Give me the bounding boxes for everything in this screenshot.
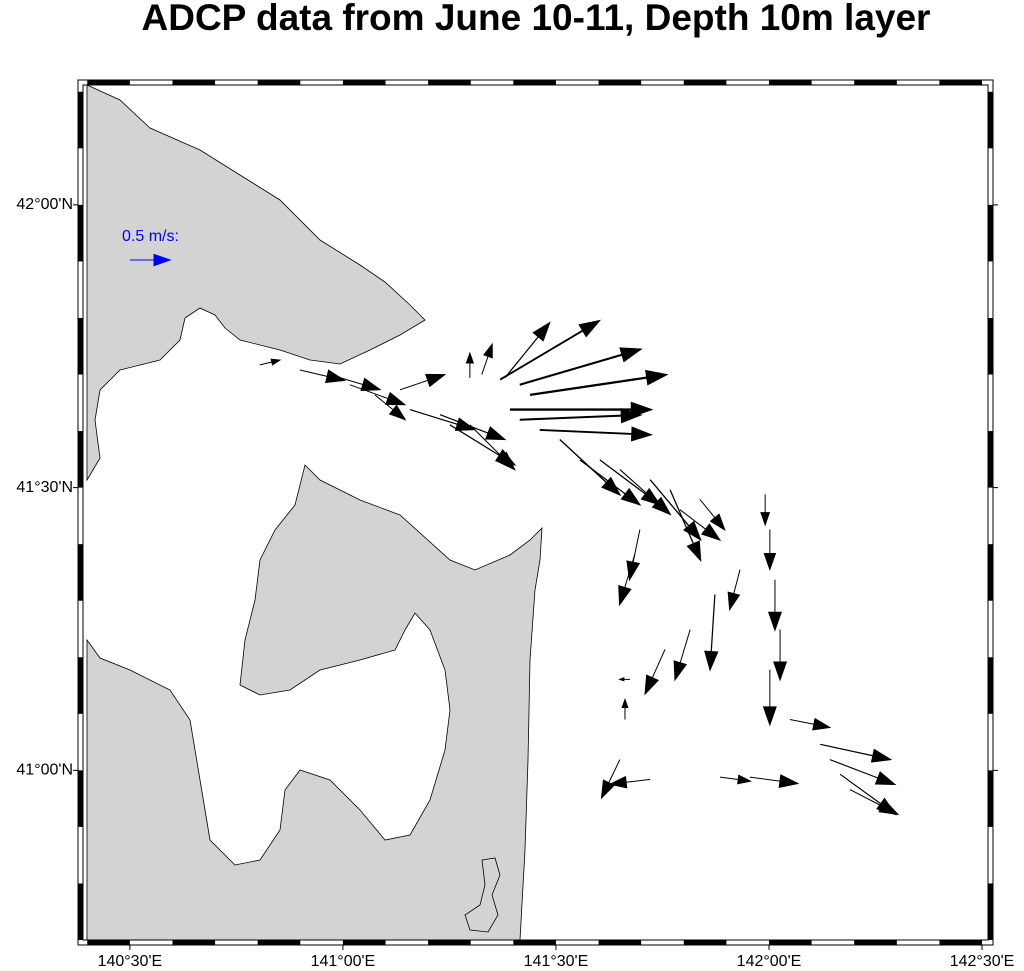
current-vector bbox=[704, 594, 719, 672]
map-title: ADCP data from June 10-11, Depth 10m lay… bbox=[142, 0, 931, 38]
frame-segment bbox=[939, 80, 983, 85]
current-vector bbox=[619, 469, 672, 516]
frame-segment bbox=[172, 940, 216, 945]
land bbox=[86, 84, 543, 941]
frame-segment bbox=[78, 544, 83, 601]
frame-segment bbox=[78, 883, 83, 940]
current-vector bbox=[608, 775, 651, 789]
frame-segment bbox=[78, 317, 83, 375]
current-vector bbox=[849, 789, 900, 816]
current-vector bbox=[829, 759, 897, 786]
current-vector bbox=[767, 579, 782, 632]
frame-segment bbox=[988, 883, 993, 940]
current-vector bbox=[819, 743, 893, 763]
current-vector bbox=[618, 677, 631, 682]
hokkaido bbox=[86, 84, 426, 482]
frame-segment bbox=[683, 940, 727, 945]
frame-segment bbox=[78, 657, 83, 714]
current-vector bbox=[789, 717, 832, 731]
frame-segment bbox=[78, 91, 83, 149]
frame-segment bbox=[854, 940, 897, 945]
current-vector bbox=[529, 369, 669, 397]
x-tick-label: 142°30'E bbox=[950, 953, 1015, 970]
frame-segment bbox=[513, 940, 556, 945]
current-vector bbox=[579, 459, 642, 506]
frame-segment bbox=[939, 940, 983, 945]
frame-segment bbox=[172, 80, 216, 85]
frame-segment bbox=[768, 80, 812, 85]
x-tick-label: 140°30'E bbox=[98, 953, 163, 970]
x-tick-label: 141°00'E bbox=[311, 953, 376, 970]
frame-segment bbox=[87, 940, 130, 945]
current-vector bbox=[469, 424, 516, 471]
current-vector bbox=[727, 569, 741, 612]
frame-segment bbox=[768, 940, 812, 945]
current-vector bbox=[504, 321, 551, 379]
current-vector bbox=[762, 669, 777, 727]
frame-segment bbox=[428, 940, 471, 945]
honshu bbox=[86, 464, 543, 941]
current-vector bbox=[399, 373, 447, 391]
current-vector bbox=[539, 426, 653, 442]
frame-segment bbox=[513, 80, 556, 85]
current-vector bbox=[763, 529, 777, 571]
frame-segment bbox=[257, 80, 301, 85]
frame-segment bbox=[598, 80, 642, 85]
current-vector bbox=[299, 369, 347, 384]
frame-segment bbox=[342, 80, 386, 85]
current-vector bbox=[259, 358, 282, 366]
frame-segment bbox=[988, 431, 993, 488]
y-tick-label: 41°30'N bbox=[16, 479, 73, 496]
frame bbox=[77, 79, 994, 946]
frame-segment bbox=[598, 940, 642, 945]
current-vector bbox=[481, 342, 493, 375]
frame-segment bbox=[988, 91, 993, 149]
current-vector bbox=[374, 394, 407, 421]
frame-segment bbox=[87, 80, 130, 85]
frame-segment bbox=[78, 204, 83, 262]
island bbox=[464, 857, 501, 933]
y-tick-label: 42°00'N bbox=[16, 196, 73, 213]
current-vector bbox=[673, 629, 691, 682]
frame-segment bbox=[342, 940, 386, 945]
current-vector bbox=[669, 489, 702, 563]
x-tick-label: 142°00'E bbox=[737, 953, 802, 970]
current-vector bbox=[465, 351, 475, 378]
current-vector bbox=[719, 774, 752, 785]
current-vector bbox=[600, 759, 621, 800]
current-vector bbox=[519, 347, 643, 386]
frame-segment bbox=[988, 657, 993, 714]
current-vector bbox=[644, 649, 666, 696]
current-vector bbox=[509, 401, 654, 418]
current-vector bbox=[329, 374, 382, 392]
current-vector bbox=[519, 408, 643, 424]
scale-label: 0.5 m/s: bbox=[122, 228, 179, 245]
current-vector bbox=[699, 499, 726, 532]
scale-arrow bbox=[130, 253, 172, 267]
current-vector bbox=[749, 774, 800, 789]
frame-segment bbox=[988, 770, 993, 827]
frame-segment bbox=[988, 317, 993, 375]
current-vector bbox=[618, 554, 636, 607]
frame-segment bbox=[257, 940, 301, 945]
current-vector bbox=[679, 509, 722, 541]
current-vector bbox=[621, 697, 629, 720]
frame-segment bbox=[683, 80, 727, 85]
frame-segment bbox=[854, 80, 897, 85]
current-vector bbox=[409, 409, 477, 431]
current-vector bbox=[499, 319, 602, 381]
frame-segment bbox=[78, 770, 83, 827]
frame-segment bbox=[988, 204, 993, 262]
current-vector bbox=[773, 629, 788, 682]
y-tick-label: 41°00'N bbox=[16, 762, 73, 779]
frame-segment bbox=[78, 431, 83, 488]
current-vector bbox=[439, 414, 507, 441]
x-tick-label: 141°30'E bbox=[524, 953, 589, 970]
frame-segment bbox=[988, 544, 993, 601]
current-vector bbox=[760, 494, 771, 527]
current-vector bbox=[349, 384, 407, 406]
frame-segment bbox=[428, 80, 471, 85]
